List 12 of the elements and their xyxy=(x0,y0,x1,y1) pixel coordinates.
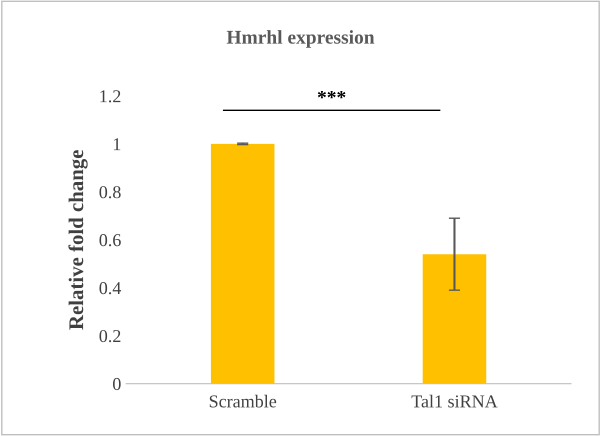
y-tick-label: 0.6 xyxy=(99,234,121,246)
annotation: *** xyxy=(318,90,346,98)
y-tick-label: 0 xyxy=(113,378,121,390)
y-tick-label: 0.4 xyxy=(99,282,122,294)
y-tick-label: 1.2 xyxy=(100,90,120,102)
chart-title: Hmrhl expression xyxy=(226,30,374,48)
y-tick-label: 0.2 xyxy=(99,330,120,342)
x-tick-label: Tal1 siRNA xyxy=(412,394,498,408)
y-tick-label: 0.8 xyxy=(99,186,121,198)
y-tick-label: 1 xyxy=(114,138,120,150)
x-tick-label: Scramble xyxy=(210,394,276,408)
y-axis-title: Relative fold change xyxy=(68,150,88,330)
